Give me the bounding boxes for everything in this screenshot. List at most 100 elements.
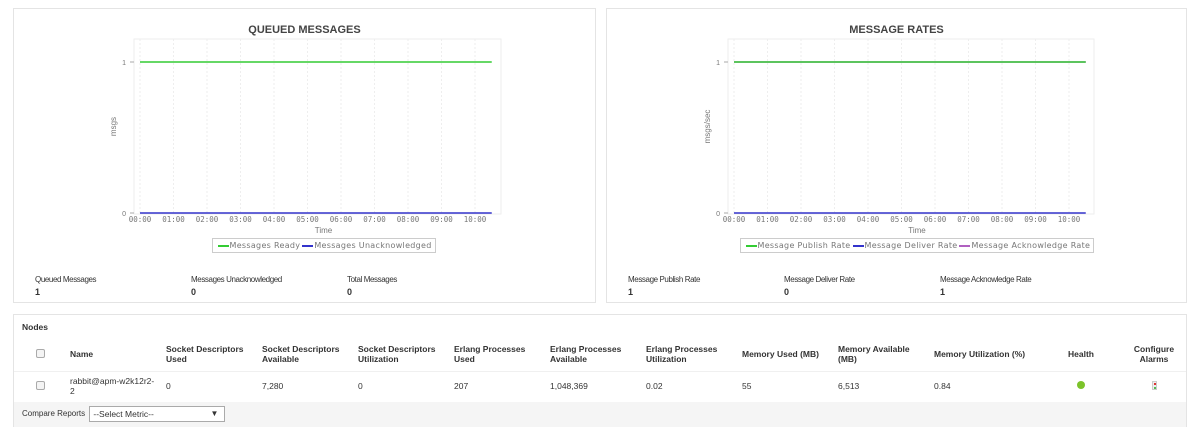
chart-legend: Messages Ready Messages Unacknowledged [211, 238, 436, 253]
col-ep-utilization[interactable]: Erlang Processes Utilization [642, 338, 738, 372]
configure-alarms-icon[interactable] [1151, 380, 1157, 390]
x-tick-label: 01:00 [756, 215, 779, 224]
x-tick-label: 10:00 [464, 215, 487, 224]
chart-legend: Message Publish Rate Message Deliver Rate… [739, 238, 1095, 253]
plot-area [727, 38, 1095, 215]
col-health[interactable]: Health [1040, 338, 1122, 372]
x-tick-label: 05:00 [890, 215, 913, 224]
col-memory-used[interactable]: Memory Used (MB) [738, 338, 834, 372]
cell: 7,280 [262, 381, 284, 392]
col-memory-available[interactable]: Memory Available (MB) [834, 338, 930, 372]
x-axis-label: Time [315, 226, 333, 235]
y-tick-label: 0 [122, 211, 126, 218]
legend-swatch [302, 244, 314, 247]
table-header-row: Name Socket Descriptors Used Socket Desc… [14, 338, 1186, 372]
legend-item[interactable]: Messages Ready [229, 241, 301, 250]
col-sd-used[interactable]: Socket Descriptors Used [162, 338, 258, 372]
legend-swatch [852, 244, 864, 247]
legend-item[interactable]: Messages Unacknowledged [314, 241, 432, 250]
x-tick-label: 04:00 [857, 215, 880, 224]
x-tick-label: 09:00 [430, 215, 453, 224]
stat-queued-messages: Queued Messages 1 [35, 275, 97, 297]
message-rates-panel: MESSAGE RATES 00:00 01:00 02:00 03:00 04:00 05… [606, 8, 1187, 303]
stat-label: Total Messages [347, 275, 397, 284]
stat-value: 1 [940, 287, 946, 297]
legend-swatch [959, 244, 971, 247]
stat-value: 1 [35, 287, 41, 297]
compare-reports-label: Compare Reports [22, 409, 86, 419]
x-tick-label: 08:00 [991, 215, 1014, 224]
col-configure-alarms: Configure Alarms [1122, 338, 1186, 372]
stat-total-messages: Total Messages 0 [347, 275, 397, 297]
stat-label: Message Publish Rate [628, 275, 701, 284]
health-status-icon [1077, 381, 1085, 390]
stat-label: Queued Messages [35, 275, 97, 284]
cell: 6,513 [838, 381, 860, 392]
nodes-title: Nodes [22, 322, 48, 332]
x-tick-label: 06:00 [924, 215, 947, 224]
stat-label: Message Deliver Rate [784, 275, 855, 284]
nodes-panel: Nodes Name Socket Descriptors Used Socke… [13, 314, 1187, 427]
node-name[interactable]: rabbit@apm-w2k12r2-2 [70, 376, 155, 397]
col-name[interactable]: Name [66, 338, 162, 372]
x-tick-label: 00:00 [129, 215, 152, 224]
x-axis-label: Time [908, 226, 926, 235]
select-metric-dropdown[interactable]: --Select Metric-- ▼ [89, 406, 226, 422]
col-sd-available[interactable]: Socket Descriptors Available [258, 338, 354, 372]
select-metric-value: --Select Metric-- [93, 409, 154, 419]
table-row: rabbit@apm-w2k12r2-2 0 7,280 0 207 1,048… [14, 371, 1186, 401]
queued-messages-panel: QUEUED MESSAGES 00:00 01:00 02:00 03:00 04:00… [13, 8, 596, 303]
col-ep-used[interactable]: Erlang Processes Used [450, 338, 546, 372]
stat-message-acknowledge-rate: Message Acknowledge Rate 1 [940, 275, 1032, 297]
x-tick-label: 01:00 [162, 215, 185, 224]
x-tick-label: 10:00 [1058, 215, 1081, 224]
x-tick-label: 06:00 [330, 215, 353, 224]
x-tick-label: 07:00 [957, 215, 980, 224]
legend-item[interactable]: Message Acknowledge Rate [971, 241, 1091, 250]
x-tick-label: 03:00 [229, 215, 252, 224]
legend-swatch [217, 244, 229, 247]
x-tick-label: 04:00 [263, 215, 286, 224]
plot-area [133, 38, 502, 215]
stat-value: 0 [191, 287, 197, 297]
y-tick-label: 1 [122, 60, 126, 67]
legend-swatch [745, 244, 757, 247]
y-axis-label: msgs/sec [703, 110, 712, 144]
col-memory-utilization[interactable]: Memory Utilization (%) [930, 338, 1040, 372]
dropdown-arrow-icon: ▼ [210, 409, 219, 418]
col-sd-utilization[interactable]: Socket Descriptors Utilization [354, 338, 450, 372]
cell: 0 [358, 381, 363, 392]
stat-value: 1 [628, 287, 634, 297]
stat-message-publish-rate: Message Publish Rate 1 [628, 275, 700, 297]
stat-messages-unacknowledged: Messages Unacknowledged 0 [191, 275, 282, 297]
cell: 0.02 [646, 381, 663, 392]
cell: 55 [742, 381, 752, 392]
legend-item[interactable]: Message Publish Rate [757, 241, 851, 250]
nodes-table: Name Socket Descriptors Used Socket Desc… [14, 338, 1186, 401]
x-tick-label: 02:00 [790, 215, 813, 224]
chart-svg: 00:00 01:00 02:00 03:00 04:00 05:00 06:00 07:00… [703, 38, 1095, 235]
x-tick-label: 03:00 [823, 215, 846, 224]
stat-value: 0 [784, 287, 790, 297]
y-tick-label: 0 [716, 211, 720, 218]
cell: 0 [166, 381, 171, 392]
select-all-checkbox[interactable] [35, 348, 45, 358]
compare-reports-bar: Compare Reports --Select Metric-- ▼ [14, 402, 1186, 427]
cell: 0.84 [934, 381, 951, 392]
x-tick-label: 05:00 [296, 215, 319, 224]
legend-item[interactable]: Message Deliver Rate [864, 241, 958, 250]
row-checkbox[interactable] [35, 380, 45, 390]
chart-title: MESSAGE RATES [849, 24, 944, 36]
stat-value: 0 [347, 287, 353, 297]
stat-label: Messages Unacknowledged [191, 275, 282, 284]
x-tick-label: 07:00 [363, 215, 386, 224]
chart-title: QUEUED MESSAGES [248, 24, 361, 36]
cell: 1,048,369 [550, 381, 588, 392]
col-ep-available[interactable]: Erlang Processes Available [546, 338, 642, 372]
x-tick-label: 00:00 [723, 215, 746, 224]
x-tick-label: 08:00 [397, 215, 420, 224]
cell: 207 [454, 381, 469, 392]
stat-message-deliver-rate: Message Deliver Rate 0 [784, 275, 855, 297]
x-tick-label: 02:00 [196, 215, 219, 224]
stat-label: Message Acknowledge Rate [940, 275, 1032, 284]
